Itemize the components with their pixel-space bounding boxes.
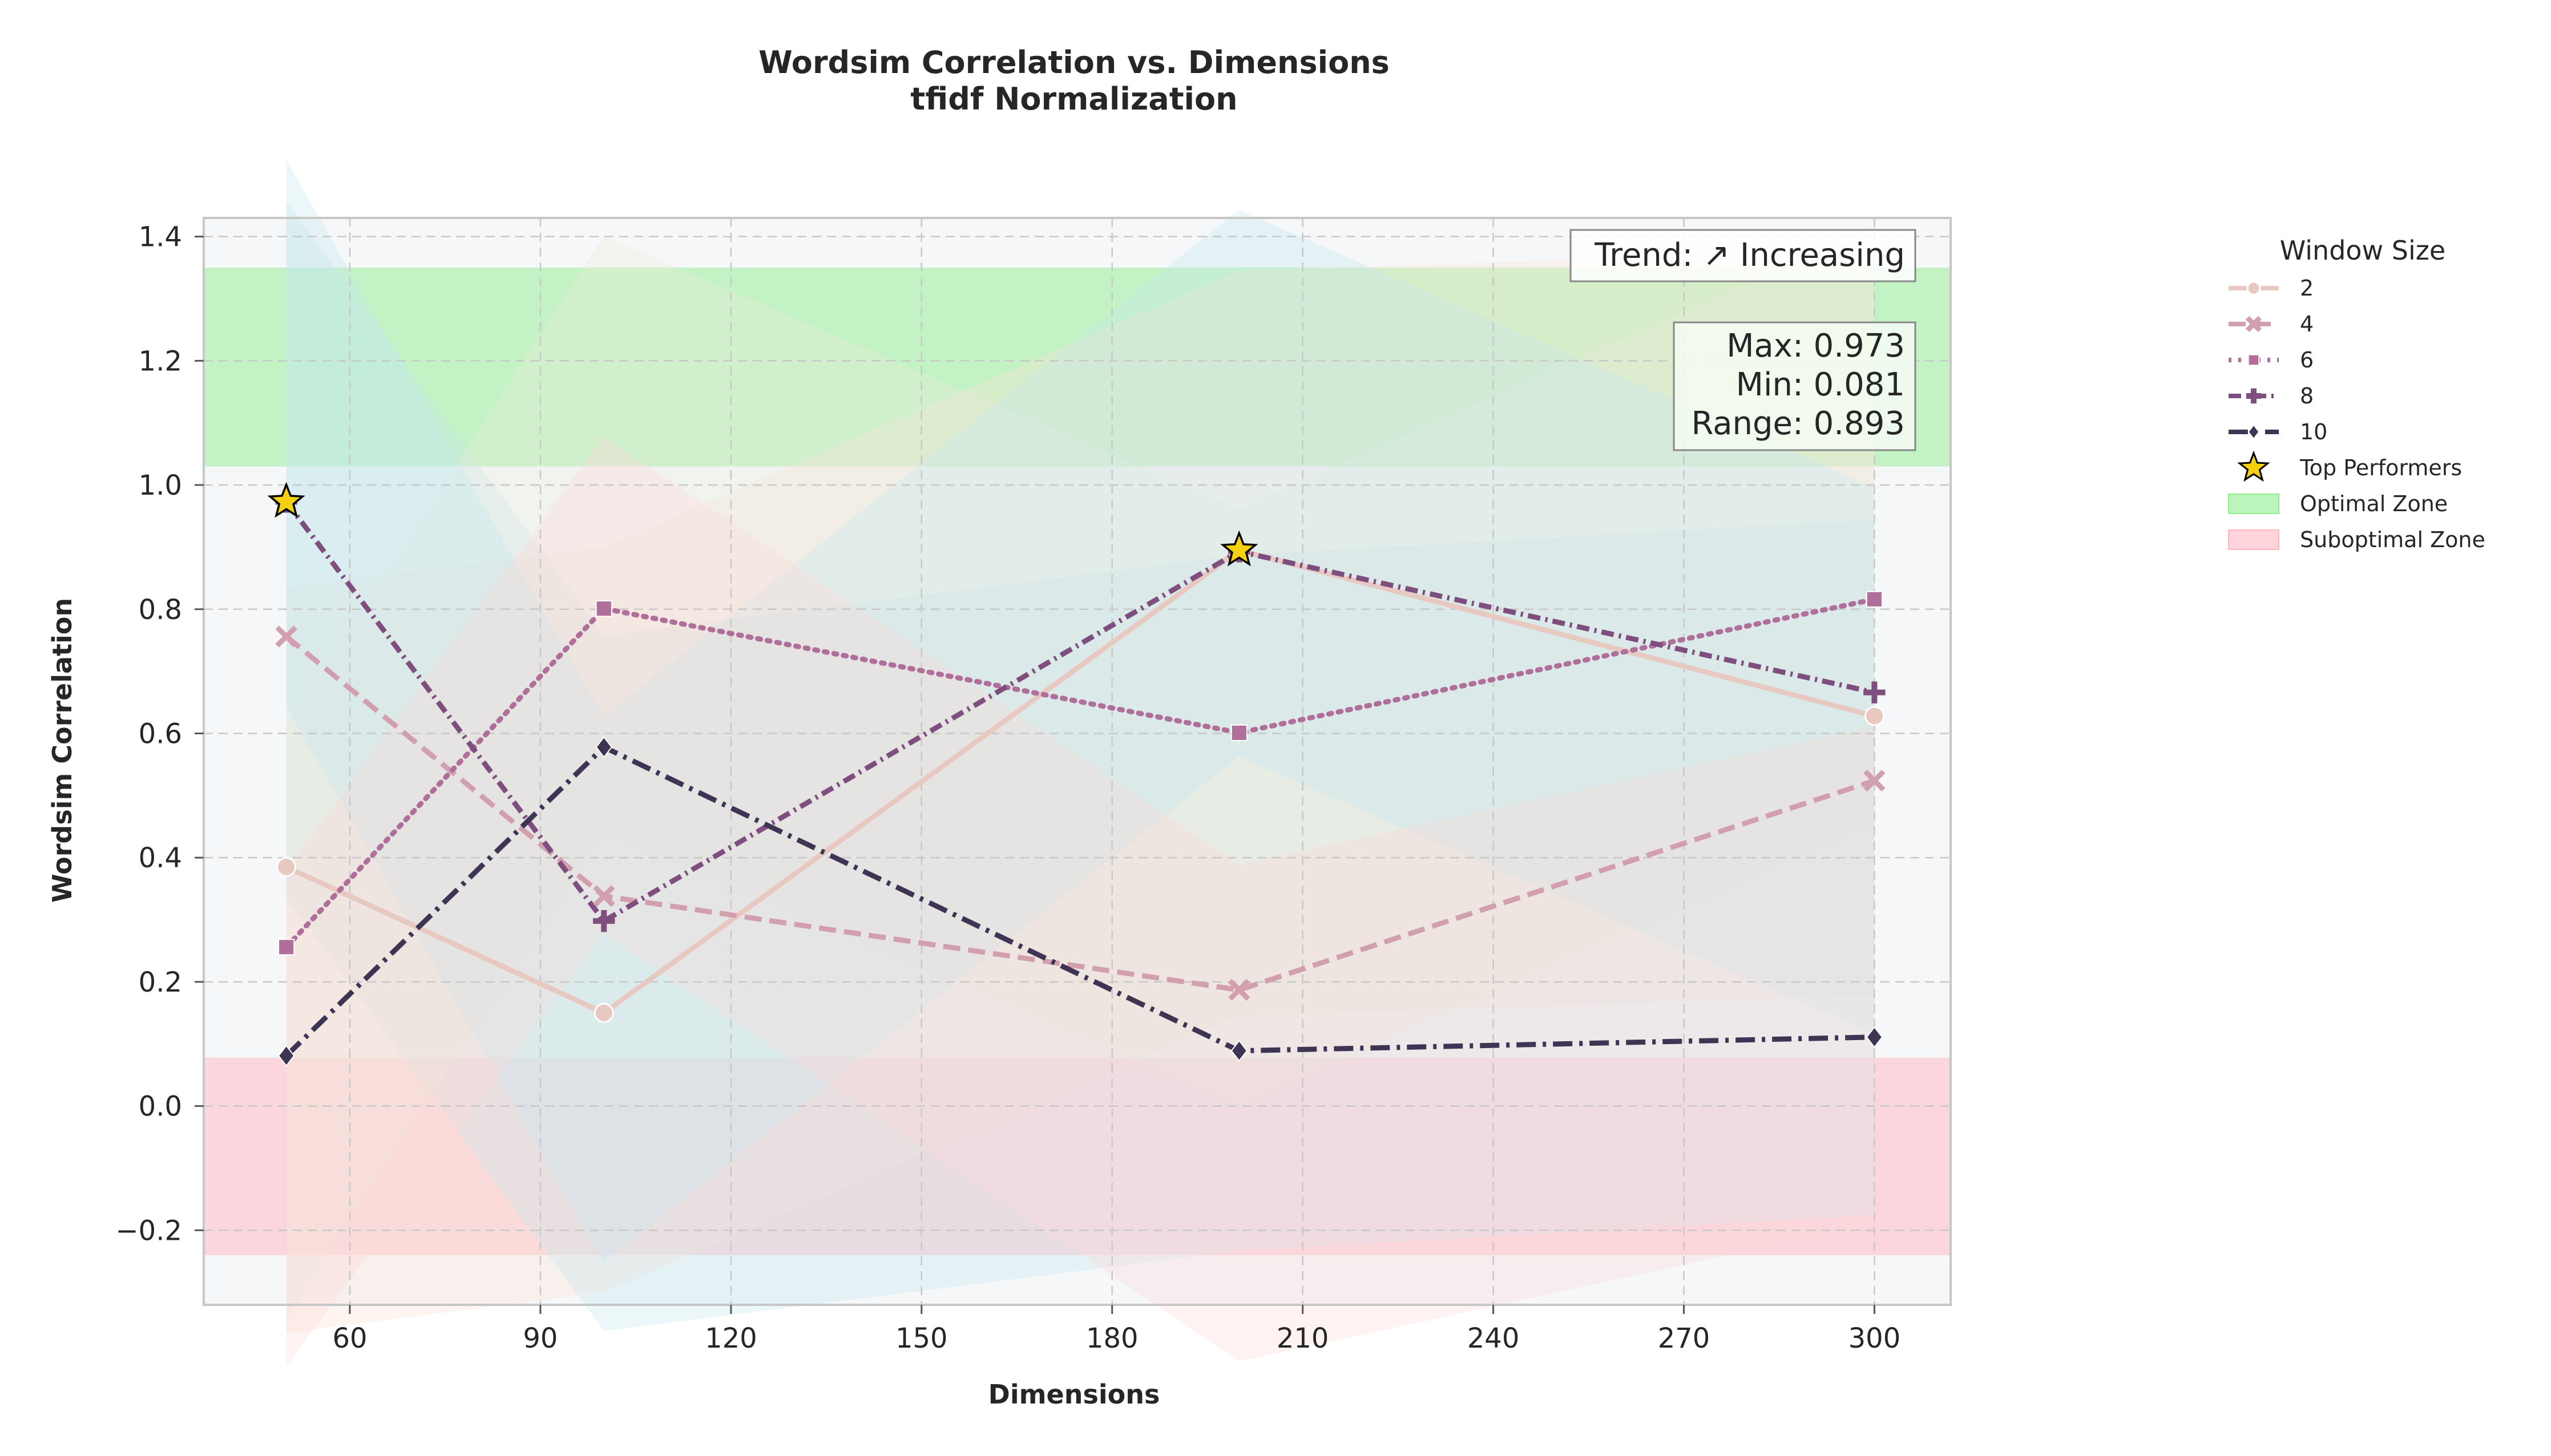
data-point-window-4 xyxy=(1863,770,1886,792)
legend-label-window-4: 4 xyxy=(2300,312,2314,337)
series-line-window-2 xyxy=(285,547,1875,1016)
x-tick-label: 90 xyxy=(523,1322,558,1354)
trend-annotation: Trend: ↗ Increasing xyxy=(1594,237,1905,274)
series-line-window-8 xyxy=(284,500,1875,924)
plot-area: 60 90 120 150 180 210 240 270 300 −0.2 0.0 0.2 0.4 0.… xyxy=(115,160,1952,1366)
legend-swatch-suboptimal-zone xyxy=(2228,529,2279,550)
legend-marker-window-4 xyxy=(2245,316,2262,333)
x-tick-label: 150 xyxy=(895,1322,948,1354)
y-tick-label: −0.2 xyxy=(115,1215,182,1247)
data-point-window-2 xyxy=(1864,706,1884,726)
y-tick-label: 1.2 xyxy=(139,345,182,377)
confidence-band-window-8 xyxy=(286,160,1875,1263)
top-performer-star xyxy=(1220,530,1258,567)
stats-annotation-line: Max: 0.973 xyxy=(1726,327,1905,365)
optimal-zone-band xyxy=(204,268,1951,467)
x-tick-label: 210 xyxy=(1277,1322,1329,1354)
confidence-band-window-2 xyxy=(286,250,1875,1333)
legend-label-window-6: 6 xyxy=(2300,347,2314,373)
data-point-window-4 xyxy=(593,885,615,907)
y-tick-label: 0.8 xyxy=(139,594,182,626)
data-point-window-2 xyxy=(594,1002,614,1023)
data-point-window-4 xyxy=(275,625,297,648)
legend-marker-window-6 xyxy=(2247,354,2260,366)
stats-annotation-line: Min: 0.081 xyxy=(1736,366,1905,403)
y-tick-label: 0.4 xyxy=(139,842,182,874)
chart-subtitle: tfidf Normalization xyxy=(910,81,1237,117)
confidence-band-window-4 xyxy=(286,201,1875,1331)
data-point-window-10 xyxy=(595,736,613,758)
suboptimal-zone-band xyxy=(204,1057,1951,1255)
data-point-window-10 xyxy=(1866,1026,1883,1049)
series-line-window-6 xyxy=(284,596,1877,950)
x-tick-label: 300 xyxy=(1848,1322,1901,1354)
stats-annotation-box xyxy=(1673,321,1916,451)
confidence-band-window-10 xyxy=(286,436,1875,1366)
legend-label-window-8: 8 xyxy=(2300,383,2314,409)
chart-title: Wordsim Correlation vs. Dimensions xyxy=(758,45,1390,80)
series-line-window-10 xyxy=(284,745,1875,1058)
legend-title: Window Size xyxy=(2280,235,2445,266)
y-tick-label: 1.4 xyxy=(139,221,182,253)
x-tick-label: 180 xyxy=(1086,1322,1139,1354)
y-tick-label: 0.2 xyxy=(139,966,182,998)
legend-label-window-2: 2 xyxy=(2300,276,2314,301)
data-point-window-4 xyxy=(1228,978,1250,1001)
confidence-band-window-6 xyxy=(286,227,1875,1320)
legend-label-top-performers: Top Performers xyxy=(2299,455,2462,480)
legend: Window Size 2 4 6 8 10 Top Performers Optimal Z… xyxy=(2228,235,2485,552)
legend-label-optimal-zone: Optimal Zone xyxy=(2300,491,2448,516)
y-tick-label: 1.0 xyxy=(139,470,182,501)
x-axis-label: Dimensions xyxy=(988,1379,1160,1410)
data-point-window-6 xyxy=(278,939,295,956)
y-tick-label: 0.0 xyxy=(139,1091,182,1123)
top-performer-star xyxy=(267,482,305,518)
data-point-window-2 xyxy=(276,857,297,877)
series-line-window-4 xyxy=(284,634,1875,993)
legend-marker-window-10 xyxy=(2247,424,2260,440)
data-point-window-6 xyxy=(1230,724,1248,742)
trend-annotation-box xyxy=(1569,229,1916,282)
legend-label-window-10: 10 xyxy=(2300,419,2327,444)
stats-annotation-line: Range: 0.893 xyxy=(1692,405,1905,442)
data-point-window-6 xyxy=(595,600,612,617)
legend-star-icon xyxy=(2237,450,2270,482)
legend-swatch-optimal-zone xyxy=(2228,494,2279,514)
data-point-window-10 xyxy=(277,1045,295,1067)
legend-marker-window-8 xyxy=(2246,388,2262,404)
legend-label-suboptimal-zone: Suboptimal Zone xyxy=(2300,527,2485,552)
data-point-window-8 xyxy=(593,910,615,932)
data-point-window-10 xyxy=(1230,1040,1248,1062)
axes-frame xyxy=(203,217,1952,1306)
legend-marker-window-2 xyxy=(2246,281,2261,296)
x-tick-label: 120 xyxy=(705,1322,757,1354)
x-tick-label: 240 xyxy=(1467,1322,1520,1354)
data-point-window-8 xyxy=(1863,681,1886,703)
x-tick-label: 270 xyxy=(1658,1322,1710,1354)
y-tick-label: 0.6 xyxy=(139,718,182,750)
y-axis-label: Wordsim Correlation xyxy=(47,598,78,903)
data-point-window-6 xyxy=(1866,591,1883,608)
x-tick-label: 60 xyxy=(332,1322,367,1354)
